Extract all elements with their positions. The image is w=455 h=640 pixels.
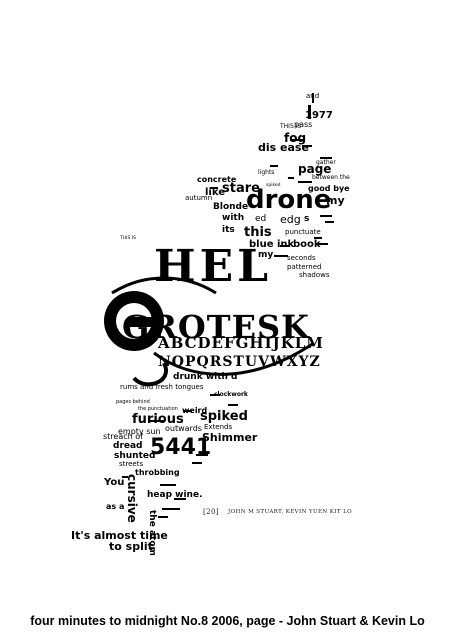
word-s: s xyxy=(304,214,310,224)
word-streets: streets xyxy=(119,460,144,468)
word-extends: Extends xyxy=(204,423,233,431)
small-word-fragments xyxy=(210,93,334,257)
credit-line: JOHN M STUART, KEVIN YUEN KIT LO xyxy=(228,509,353,515)
small-word-fragments-lower xyxy=(122,394,238,518)
word-heapwine: heap wine. xyxy=(147,490,203,500)
word-streach: streach of xyxy=(103,432,143,441)
word-with: with xyxy=(222,213,245,223)
word-clockwork: clockwork xyxy=(214,391,248,398)
word-drunk: drunk with d xyxy=(173,372,238,382)
word-book: book xyxy=(293,239,321,250)
word-shunted: shunted xyxy=(114,451,156,461)
word-dread: dread xyxy=(113,441,143,451)
title-hel: HEL xyxy=(154,241,272,292)
word-gather: lights xyxy=(258,169,275,176)
word-asa: as a xyxy=(106,502,125,511)
word-5441: 5441 xyxy=(150,435,212,460)
word-rums: rums and fresh tongues xyxy=(120,383,204,391)
word-spiked-2: spiked xyxy=(200,409,248,424)
word-to-split: to split xyxy=(109,540,153,553)
word-goodbye: good bye xyxy=(308,184,350,193)
word-almost-time: It's almost time xyxy=(71,529,168,542)
word-autumn: autumn xyxy=(185,194,213,202)
word-disease: dis ease xyxy=(258,141,309,154)
word-like: like xyxy=(205,187,226,198)
word-shadows: shadows xyxy=(299,271,330,279)
word-stare: stare xyxy=(222,181,260,196)
word-thisis: spiked xyxy=(266,183,281,188)
word-lights: THIS IS xyxy=(280,123,302,130)
word-furious: furious xyxy=(132,412,184,427)
word-edg: edg xyxy=(280,213,301,226)
word-pages-behind: pages behind xyxy=(116,399,150,405)
alphabet-line-2: NOPQRSTUVWXYZ xyxy=(158,354,321,370)
title-blackletter: HEL GROTESK xyxy=(104,241,315,387)
image-caption: four minutes to midnight No.8 2006, page… xyxy=(30,614,425,628)
word-you: You xyxy=(104,477,125,488)
word-page: page xyxy=(298,162,332,176)
word-my-1: my xyxy=(326,194,345,207)
title-grotesk: GROTESK xyxy=(122,308,310,346)
page-number: [20] xyxy=(203,508,219,516)
word-concrete: concrete xyxy=(197,175,237,184)
word-between: between the xyxy=(312,174,350,181)
word-drone: drone xyxy=(246,185,332,215)
alphabet-line-1: ABCDEFGHIJKLM xyxy=(158,334,324,352)
word-seconds: seconds xyxy=(287,254,316,262)
word-my-2: my xyxy=(258,250,274,260)
word-blonde: Blonde xyxy=(213,202,249,212)
word-its: its xyxy=(222,225,235,235)
word-punctuation: the punctuation xyxy=(138,406,178,412)
word-throbbing: throbbing xyxy=(135,468,180,477)
word-outwards: outwards xyxy=(165,424,202,433)
word-shimmer: Shimmer xyxy=(202,431,258,444)
word-patterned: patterned xyxy=(287,263,322,271)
word-ed: ed xyxy=(255,214,267,224)
word-pass: pass xyxy=(294,120,313,129)
word-empty-sun: empty sun xyxy=(118,427,161,436)
word-thisis-2: THIS IS xyxy=(120,236,136,241)
word-blueink: blue ink xyxy=(249,239,295,250)
word-spiked: gather xyxy=(316,159,336,166)
word-punctuate: punctuate xyxy=(285,228,321,236)
word-1977: 1977 xyxy=(305,110,333,121)
word-weird: weird xyxy=(182,406,208,415)
word-this: this xyxy=(244,225,272,240)
